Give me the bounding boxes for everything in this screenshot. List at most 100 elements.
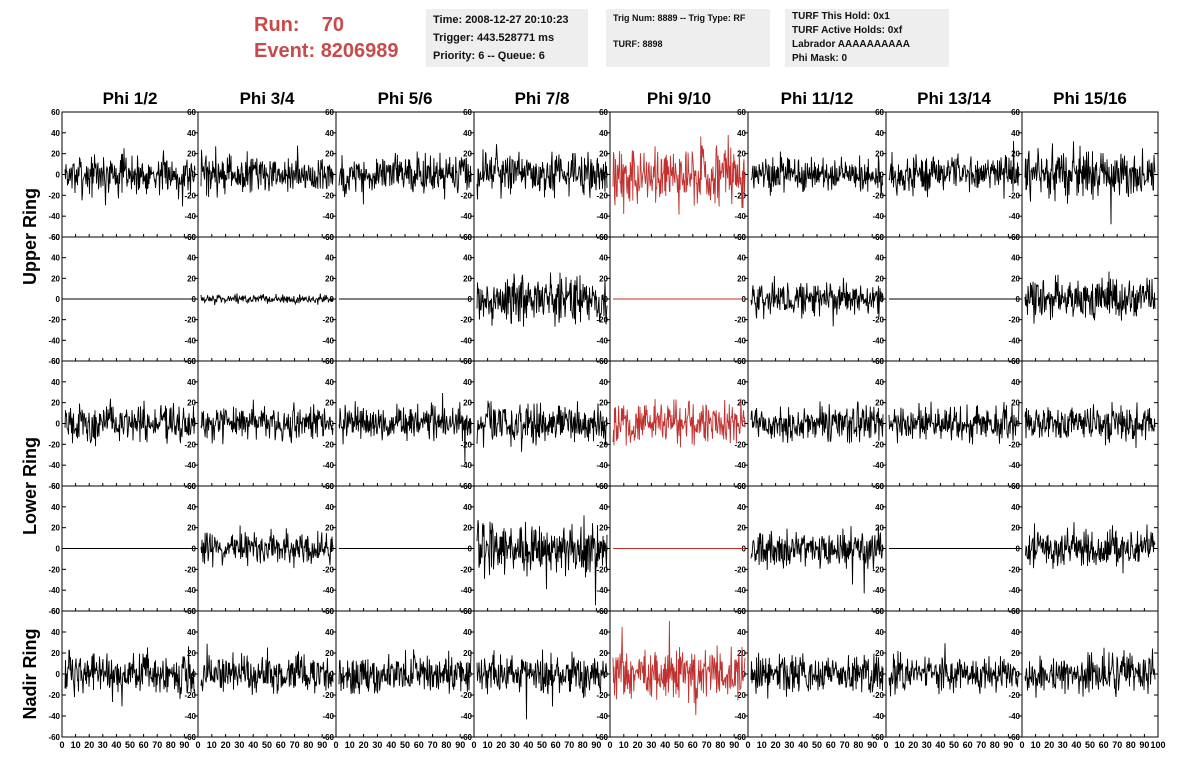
y-tick-label: 0 bbox=[56, 670, 61, 679]
y-tick-label: 20 bbox=[325, 274, 334, 283]
y-tick-label: 20 bbox=[737, 150, 746, 159]
y-tick-label: 40 bbox=[463, 378, 472, 387]
y-tick-label: 60 bbox=[51, 482, 60, 491]
y-tick-label: 40 bbox=[875, 129, 884, 138]
y-tick-label: 40 bbox=[325, 628, 334, 637]
y-tick-label: 20 bbox=[875, 150, 884, 159]
y-tick-label: 20 bbox=[737, 524, 746, 533]
y-tick-label: 40 bbox=[599, 628, 608, 637]
x-tick-label: 90 bbox=[317, 740, 327, 750]
column-header: Phi 5/6 bbox=[378, 89, 433, 108]
x-tick-label: 20 bbox=[84, 740, 94, 750]
x-tick-label: 50 bbox=[674, 740, 684, 750]
y-tick-label: -20 bbox=[48, 316, 60, 325]
y-tick-label: -20 bbox=[1008, 316, 1020, 325]
y-tick-label: 0 bbox=[1016, 420, 1021, 429]
x-tick-label: 70 bbox=[428, 740, 438, 750]
y-tick-label: -20 bbox=[184, 440, 196, 449]
x-tick-label: 90 bbox=[1139, 740, 1149, 750]
x-tick-label: 10 bbox=[1031, 740, 1041, 750]
y-tick-label: 60 bbox=[875, 233, 884, 242]
waveform-trace bbox=[1024, 141, 1156, 225]
y-tick-label: -40 bbox=[460, 212, 472, 221]
waveform-trace bbox=[750, 401, 884, 444]
y-tick-label: -40 bbox=[1008, 461, 1020, 470]
x-tick-label: 0 bbox=[195, 740, 200, 750]
y-tick-label: 60 bbox=[737, 233, 746, 242]
y-tick-label: 40 bbox=[187, 254, 196, 263]
y-tick-label: 20 bbox=[187, 649, 196, 658]
waveform-trace bbox=[64, 148, 196, 207]
waveform-trace bbox=[476, 272, 608, 327]
x-tick-label: 30 bbox=[372, 740, 382, 750]
y-tick-label: 60 bbox=[599, 607, 608, 616]
column-header: Phi 9/10 bbox=[647, 89, 711, 108]
y-tick-label: 40 bbox=[463, 628, 472, 637]
waveform-trace bbox=[476, 144, 608, 200]
y-tick-label: -40 bbox=[1008, 712, 1020, 721]
y-tick-label: 60 bbox=[325, 233, 334, 242]
y-tick-label: -20 bbox=[460, 316, 472, 325]
y-tick-label: -40 bbox=[872, 712, 884, 721]
trig-num-text: Trig Num: 8889 -- Trig Type: RF bbox=[613, 13, 746, 23]
waveform-trace bbox=[750, 275, 884, 327]
y-tick-label: -40 bbox=[734, 712, 746, 721]
y-tick-label: 40 bbox=[325, 378, 334, 387]
y-tick-label: 0 bbox=[192, 295, 197, 304]
x-tick-label: 40 bbox=[386, 740, 396, 750]
y-tick-label: -40 bbox=[322, 461, 334, 470]
y-tick-label: -20 bbox=[872, 691, 884, 700]
y-tick-label: 40 bbox=[51, 129, 60, 138]
column-header: Phi 3/4 bbox=[240, 89, 295, 108]
waveform-trace bbox=[612, 398, 746, 448]
y-tick-label: -40 bbox=[1008, 212, 1020, 221]
waveform-trace bbox=[476, 400, 608, 452]
x-tick-label: 10 bbox=[345, 740, 355, 750]
y-tick-label: -40 bbox=[184, 461, 196, 470]
y-tick-label: 0 bbox=[468, 295, 473, 304]
x-tick-label: 30 bbox=[510, 740, 520, 750]
y-tick-label: -60 bbox=[460, 733, 472, 742]
y-tick-label: 0 bbox=[56, 545, 61, 554]
y-tick-label: 60 bbox=[1011, 233, 1020, 242]
y-tick-label: 20 bbox=[463, 150, 472, 159]
y-tick-label: -40 bbox=[596, 712, 608, 721]
y-tick-label: -20 bbox=[734, 440, 746, 449]
x-tick-label: 10 bbox=[895, 740, 905, 750]
y-tick-label: 60 bbox=[51, 607, 60, 616]
y-tick-label: 40 bbox=[1011, 378, 1020, 387]
waveform-trace bbox=[200, 399, 334, 445]
y-tick-label: 20 bbox=[599, 524, 608, 533]
y-tick-label: -20 bbox=[596, 316, 608, 325]
x-tick-label: 20 bbox=[496, 740, 506, 750]
y-tick-label: -20 bbox=[872, 440, 884, 449]
waveform-trace bbox=[200, 643, 334, 695]
y-tick-label: 20 bbox=[51, 274, 60, 283]
event-value: 8206989 bbox=[320, 40, 399, 62]
y-tick-label: 20 bbox=[1011, 399, 1020, 408]
ring-label: Lower Ring bbox=[20, 437, 40, 535]
y-tick-label: 20 bbox=[463, 399, 472, 408]
y-tick-label: -20 bbox=[48, 565, 60, 574]
y-tick-label: 60 bbox=[51, 108, 60, 117]
column-header: Phi 15/16 bbox=[1053, 89, 1127, 108]
y-tick-label: 60 bbox=[1011, 482, 1020, 491]
y-tick-label: 60 bbox=[737, 357, 746, 366]
y-tick-label: -20 bbox=[596, 565, 608, 574]
y-tick-label: 20 bbox=[325, 399, 334, 408]
waveform-trace bbox=[64, 398, 196, 447]
y-tick-label: -20 bbox=[460, 440, 472, 449]
x-tick-label: 70 bbox=[840, 740, 850, 750]
x-tick-label: 0 bbox=[1019, 740, 1024, 750]
x-tick-label: 90 bbox=[867, 740, 877, 750]
y-tick-label: 0 bbox=[330, 420, 335, 429]
y-tick-label: 60 bbox=[187, 108, 196, 117]
waveform-trace bbox=[888, 401, 1020, 445]
y-tick-label: -60 bbox=[48, 607, 60, 616]
x-tick-label: 20 bbox=[221, 740, 231, 750]
y-tick-label: -20 bbox=[872, 565, 884, 574]
y-tick-label: -40 bbox=[184, 586, 196, 595]
y-tick-label: 20 bbox=[51, 524, 60, 533]
y-tick-label: 20 bbox=[187, 524, 196, 533]
x-tick-label: 80 bbox=[441, 740, 451, 750]
